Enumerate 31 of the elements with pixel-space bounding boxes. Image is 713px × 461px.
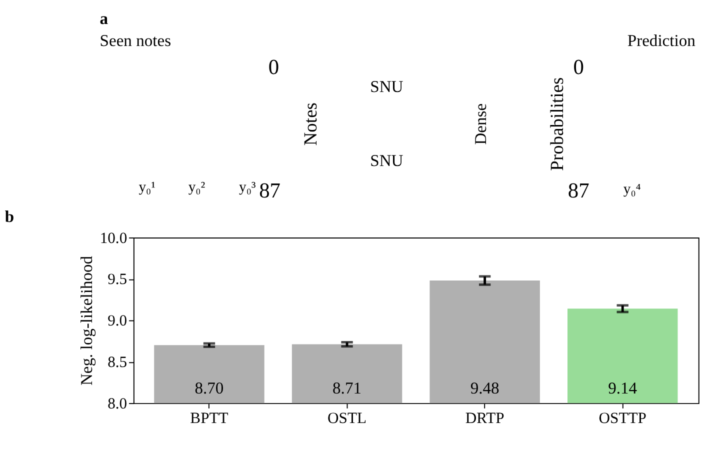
text: SNU <box>370 150 404 170</box>
y-tick-label: 9.5 <box>108 271 128 288</box>
y-axis-title: Neg. log-likelihood <box>77 255 96 386</box>
y-tick-label: 10.0 <box>100 230 128 247</box>
text: y₀⁴ <box>623 181 641 198</box>
text: Probabilities <box>548 77 568 171</box>
text: 87 <box>259 178 281 202</box>
text: y₀² <box>188 180 206 196</box>
data-label: 9.14 <box>608 378 638 398</box>
y-tick-label: 8.5 <box>108 354 128 372</box>
text: Seen notes <box>100 31 172 50</box>
text: 0 <box>573 54 584 79</box>
data-label: 9.48 <box>470 378 500 398</box>
x-tick-label: BPTT <box>190 410 229 428</box>
y-tick-label: 9.0 <box>108 312 128 330</box>
chart-title: b <box>4 206 14 226</box>
data-label: 8.70 <box>194 378 224 398</box>
x-tick-label: OSTTP <box>598 410 647 428</box>
y-tick-label: 8.0 <box>108 395 128 412</box>
x-tick-label: DRTP <box>465 410 505 428</box>
text: 87 <box>568 178 590 202</box>
text: y₀¹ <box>138 180 156 196</box>
text: y₀³ <box>239 180 256 196</box>
text: Prediction <box>627 31 696 50</box>
data-label: 8.71 <box>332 378 362 398</box>
x-tick-label: OSTL <box>328 410 366 428</box>
text: SNU <box>370 77 404 96</box>
text: a <box>100 9 109 28</box>
text: Notes <box>302 102 322 146</box>
text: 0 <box>268 54 280 79</box>
text: Dense <box>471 103 490 145</box>
